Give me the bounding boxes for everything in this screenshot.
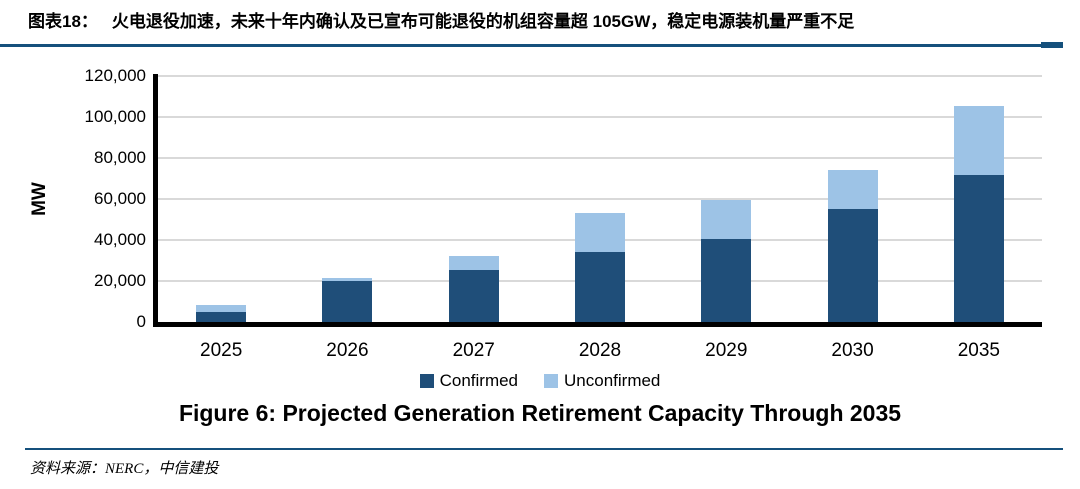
y-tick-label: 100,000 [84,107,146,126]
stacked-bar-2027 [448,76,499,322]
bar-segment-confirmed-2029 [701,238,752,322]
bar-segment-unconfirmed-2025 [196,304,247,312]
legend-swatch-icon [544,374,559,388]
y-axis-line [153,74,158,327]
y-tick-label: 40,000 [94,230,146,249]
figure-caption: Figure 6: Projected Generation Retiremen… [178,400,902,426]
stacked-bar-2030 [827,76,878,322]
legend-label: Unconfirmed [564,371,661,390]
x-tick-label-2035: 2035 [957,340,1000,361]
y-axis-tick-labels: 0 20,000 40,000 60,000 80,000 100,000 120,000 [0,66,146,331]
x-tick-label-2025: 2025 [200,340,243,361]
bar-segment-unconfirmed-2029 [701,200,752,239]
bar-segment-unconfirmed-2028 [574,213,625,253]
bar-segment-confirmed-2027 [448,269,499,322]
x-tick-label-2026: 2026 [326,340,369,361]
x-axis-tick-labels: 2025 2026 2027 2028 2029 2030 2035 [158,340,1042,362]
bar-slot-2027 [411,76,537,322]
bar-segment-confirmed-2028 [574,252,625,322]
exhibit-number-label: 图表18： [28,12,98,31]
x-tick-label-2028: 2028 [578,340,622,361]
gridline [158,116,1042,118]
bar-slot-2025 [158,76,284,322]
chart-exhibit-header: 图表18： 火电退役加速，未来十年内确认及已宣布可能退役的机组容量超 105GW，… [28,7,854,32]
bar-segment-unconfirmed-2030 [827,170,878,210]
legend-label: Confirmed [439,371,519,390]
x-axis-line [153,322,1042,327]
gridline [158,75,1042,77]
stacked-bar-2029 [701,76,752,322]
bar-segment-confirmed-2025 [196,311,247,322]
bar-slot-2026 [284,76,410,322]
header-rule [0,44,1041,47]
plot-area [158,75,1042,322]
source-note: 资料来源：NERC，中信建投 [30,461,219,477]
y-tick-label: 80,000 [94,148,146,167]
bar-segment-confirmed-2035 [953,175,1004,322]
x-tick-label-2027: 2027 [452,340,495,361]
bar-slot-2030 [789,76,915,322]
bar-slot-2035 [916,76,1042,322]
legend-item-confirmed: Confirmed [419,371,519,391]
bar-segment-unconfirmed-2035 [953,105,1004,176]
bar-series-container [158,76,1042,322]
y-tick-label: 60,000 [94,189,146,208]
stacked-bar-2026 [322,76,373,322]
bar-segment-unconfirmed-2026 [322,277,373,281]
bar-segment-unconfirmed-2027 [448,256,499,270]
x-tick-label-2030: 2030 [831,340,874,361]
header-rule-end-cap [1041,42,1063,48]
y-tick-label: 20,000 [94,271,146,290]
y-tick-label: 120,000 [84,66,146,85]
bar-segment-confirmed-2026 [322,281,373,322]
bar-slot-2028 [537,76,663,322]
footer-rule [25,448,1063,450]
x-tick-label-2029: 2029 [705,340,748,361]
exhibit-title: 火电退役加速，未来十年内确认及已宣布可能退役的机组容量超 105GW，稳定电源装… [111,12,855,31]
gridline [158,157,1042,160]
stacked-bar-2035 [953,76,1004,322]
chart-legend: Confirmed Unconfirmed [0,371,1080,391]
bar-slot-2029 [663,76,789,322]
legend-item-unconfirmed: Unconfirmed [544,371,660,391]
stacked-bar-2028 [574,76,625,322]
legend-swatch-icon [419,374,434,388]
gridline [158,198,1042,200]
bar-segment-confirmed-2030 [827,209,878,322]
stacked-bar-2025 [196,76,247,322]
y-tick-label: 0 [136,312,146,331]
